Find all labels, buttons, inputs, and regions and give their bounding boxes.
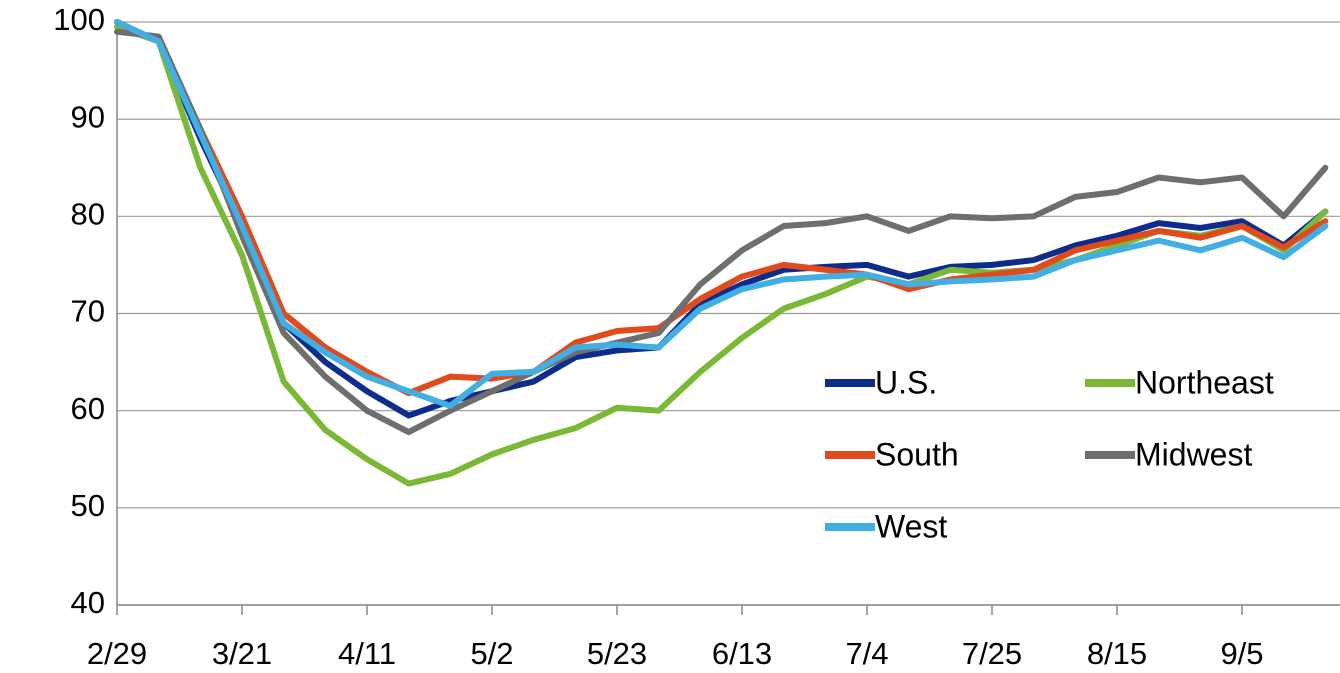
y-tick-label: 50 <box>71 488 105 523</box>
y-tick-label: 90 <box>71 99 105 134</box>
y-tick-label: 70 <box>71 294 105 329</box>
x-tick-label: 7/25 <box>962 636 1022 671</box>
x-tick-label: 3/21 <box>212 636 272 671</box>
legend-label: Midwest <box>1135 436 1252 472</box>
legend-label: U.S. <box>875 364 937 400</box>
series-line <box>114 19 1329 409</box>
series-line <box>114 19 1329 419</box>
x-tick-label: 4/11 <box>338 636 396 671</box>
y-tick-label: 80 <box>71 197 105 232</box>
x-tick-label: 9/5 <box>1220 636 1263 671</box>
legend-label: West <box>875 508 947 544</box>
y-tick-label: 40 <box>71 585 105 620</box>
x-tick-label: 6/13 <box>712 636 772 671</box>
x-tick-label: 7/4 <box>845 636 888 671</box>
x-tick-label: 5/2 <box>470 636 513 671</box>
legend-label: South <box>875 436 959 472</box>
x-tick-label: 8/15 <box>1087 636 1147 671</box>
series-line <box>114 28 1329 436</box>
x-tick-label: 2/29 <box>87 636 147 671</box>
x-tick-label: 5/23 <box>587 636 647 671</box>
y-tick-label: 60 <box>71 391 105 426</box>
legend-label: Northeast <box>1135 364 1274 400</box>
y-tick-label: 100 <box>53 2 105 37</box>
series-line <box>114 19 1329 397</box>
series-line <box>114 23 1329 487</box>
